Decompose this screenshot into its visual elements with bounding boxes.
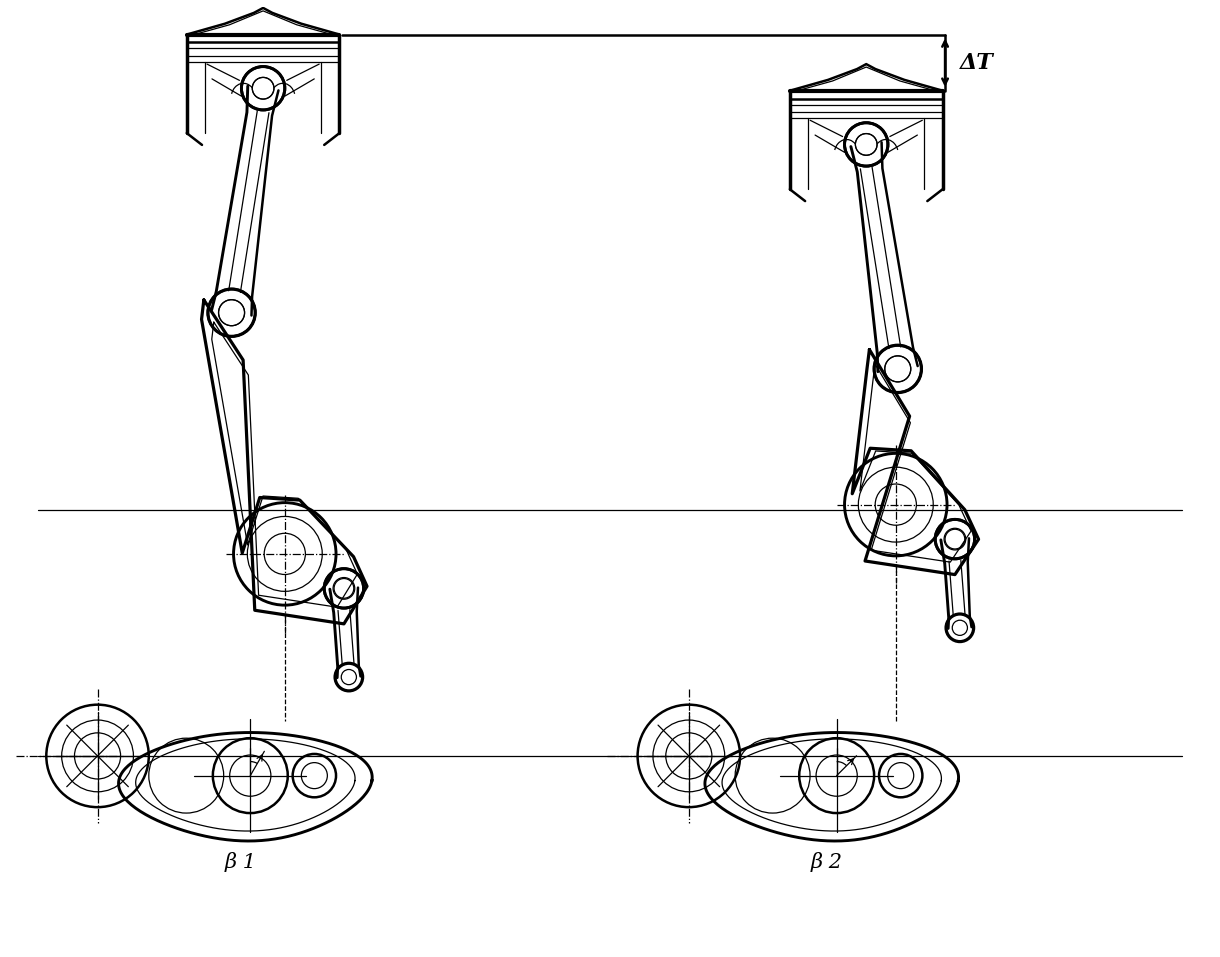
Text: ΔT: ΔT: [960, 52, 993, 74]
Text: β 2: β 2: [811, 853, 843, 873]
Text: β 1: β 1: [224, 853, 256, 873]
